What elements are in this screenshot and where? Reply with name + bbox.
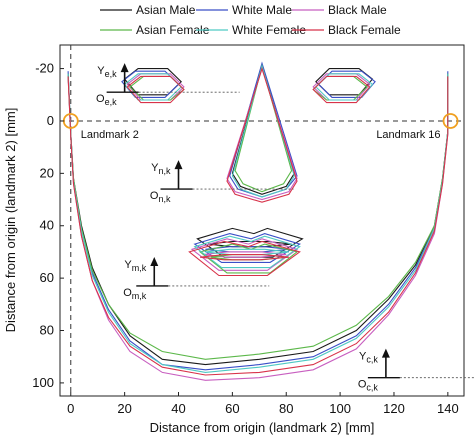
nose-outline — [226, 66, 298, 201]
legend-entry: Black Male — [292, 3, 387, 17]
x-tick-label: 20 — [117, 401, 131, 416]
local-frame-annotation: Yc,k Oc,k — [358, 348, 474, 393]
x-tick-label: 100 — [329, 401, 351, 416]
landmark-label: Landmark 16 — [376, 129, 440, 141]
nose-outline — [229, 61, 298, 198]
jaw-line — [67, 76, 449, 376]
legend-entry: Black Female — [292, 23, 401, 37]
frame-y-label: Ym,k — [124, 259, 146, 273]
eye-right-outline — [317, 70, 376, 98]
jaw-line — [67, 73, 449, 360]
legend-label: Asian Male — [136, 3, 196, 17]
local-frame-annotation: Yn,k On,k — [150, 160, 294, 204]
x-tick-label: 60 — [225, 401, 239, 416]
nose-outline — [231, 64, 295, 195]
legend-label: White Male — [232, 3, 292, 17]
legend: Asian Male White Male Black Male Asian Fema… — [100, 3, 401, 37]
landmark-marker — [442, 113, 459, 129]
landmark-label: Landmark 2 — [81, 129, 139, 141]
y-tick-label: 80 — [40, 323, 54, 338]
jaw-line — [67, 73, 449, 366]
jaw-line — [67, 71, 449, 371]
nose-outline — [231, 63, 295, 198]
eye-right-outline — [312, 75, 371, 104]
mouth-inner-outline — [200, 254, 289, 261]
eye-right-outline — [315, 73, 374, 101]
legend-label: Asian Female — [136, 23, 210, 37]
arrow-head-icon — [150, 256, 159, 266]
y-tick-label: 0 — [47, 113, 54, 128]
legend-entry: Asian Female — [100, 23, 210, 37]
nose-outline — [234, 63, 293, 193]
frame-o-label: Om,k — [123, 287, 147, 301]
reference-lines — [60, 45, 464, 396]
x-tick-label: 120 — [383, 401, 405, 416]
frame-y-label: Yc,k — [359, 351, 378, 365]
frame-o-label: Oe,k — [96, 93, 117, 107]
legend-label: White Female — [232, 23, 306, 37]
x-tick-label: 140 — [437, 401, 459, 416]
landmark-markers: Landmark 2 Landmark 16 — [62, 113, 459, 141]
y-tick-label: 20 — [40, 165, 54, 180]
arrow-head-icon — [174, 160, 183, 170]
series-white-male — [67, 61, 449, 371]
frame-y-label: Yn,k — [151, 162, 171, 176]
series-asian-male — [67, 64, 449, 366]
local-frame-annotation: Ym,k Om,k — [123, 256, 270, 301]
series-asian-female — [67, 63, 449, 360]
plot-frame — [59, 44, 465, 397]
nose-outline — [226, 66, 298, 203]
y-tick-label: 60 — [40, 270, 54, 285]
y-tick-label: 100 — [32, 375, 54, 390]
legend-label: Black Male — [328, 3, 387, 17]
frame-y-label: Ye,k — [97, 65, 117, 79]
mouth-outer-outline — [198, 243, 299, 274]
legend-entry: White Male — [196, 3, 292, 17]
series-black-female — [67, 66, 449, 376]
mouth-outer-outline — [193, 235, 301, 269]
arrow-head-icon — [381, 348, 390, 358]
local-frame-annotation: Ye,k Oe,k — [96, 63, 240, 107]
mouth-outer-outline — [188, 240, 301, 277]
x-tick-label: 80 — [279, 401, 293, 416]
mouth-outer-outline — [190, 238, 299, 271]
eye-left-outline — [123, 73, 182, 101]
y-tick-label: -20 — [35, 61, 54, 76]
mouth-outer-outline — [193, 233, 302, 263]
legend-label: Black Female — [328, 23, 401, 37]
x-axis-ticks: 0 20 40 60 80 100 120 140 — [67, 392, 459, 416]
legend-entry: White Female — [196, 23, 306, 37]
eye-left-outline — [126, 75, 185, 104]
y-axis-ticks: -20 0 20 40 60 80 100 — [32, 61, 64, 390]
mouth-inner-outline — [202, 251, 287, 258]
x-tick-label: 0 — [67, 401, 74, 416]
frame-annotations: Ye,k Oe,k Yn,k On,k Ym,k Om,k Yc,k Oc,k — [96, 63, 474, 393]
y-axis-title: Distance from origin (landmark 2) [mm] — [3, 108, 18, 333]
arrow-head-icon — [120, 63, 129, 73]
x-tick-label: 40 — [171, 401, 185, 416]
legend-entry: Asian Male — [100, 3, 196, 17]
x-axis-title: Distance from origin (landmark 2) [mm] — [150, 420, 375, 435]
frame-o-label: On,k — [150, 190, 171, 204]
frame-o-label: Oc,k — [358, 379, 379, 393]
y-tick-label: 40 — [40, 218, 54, 233]
series-layer — [67, 61, 449, 381]
